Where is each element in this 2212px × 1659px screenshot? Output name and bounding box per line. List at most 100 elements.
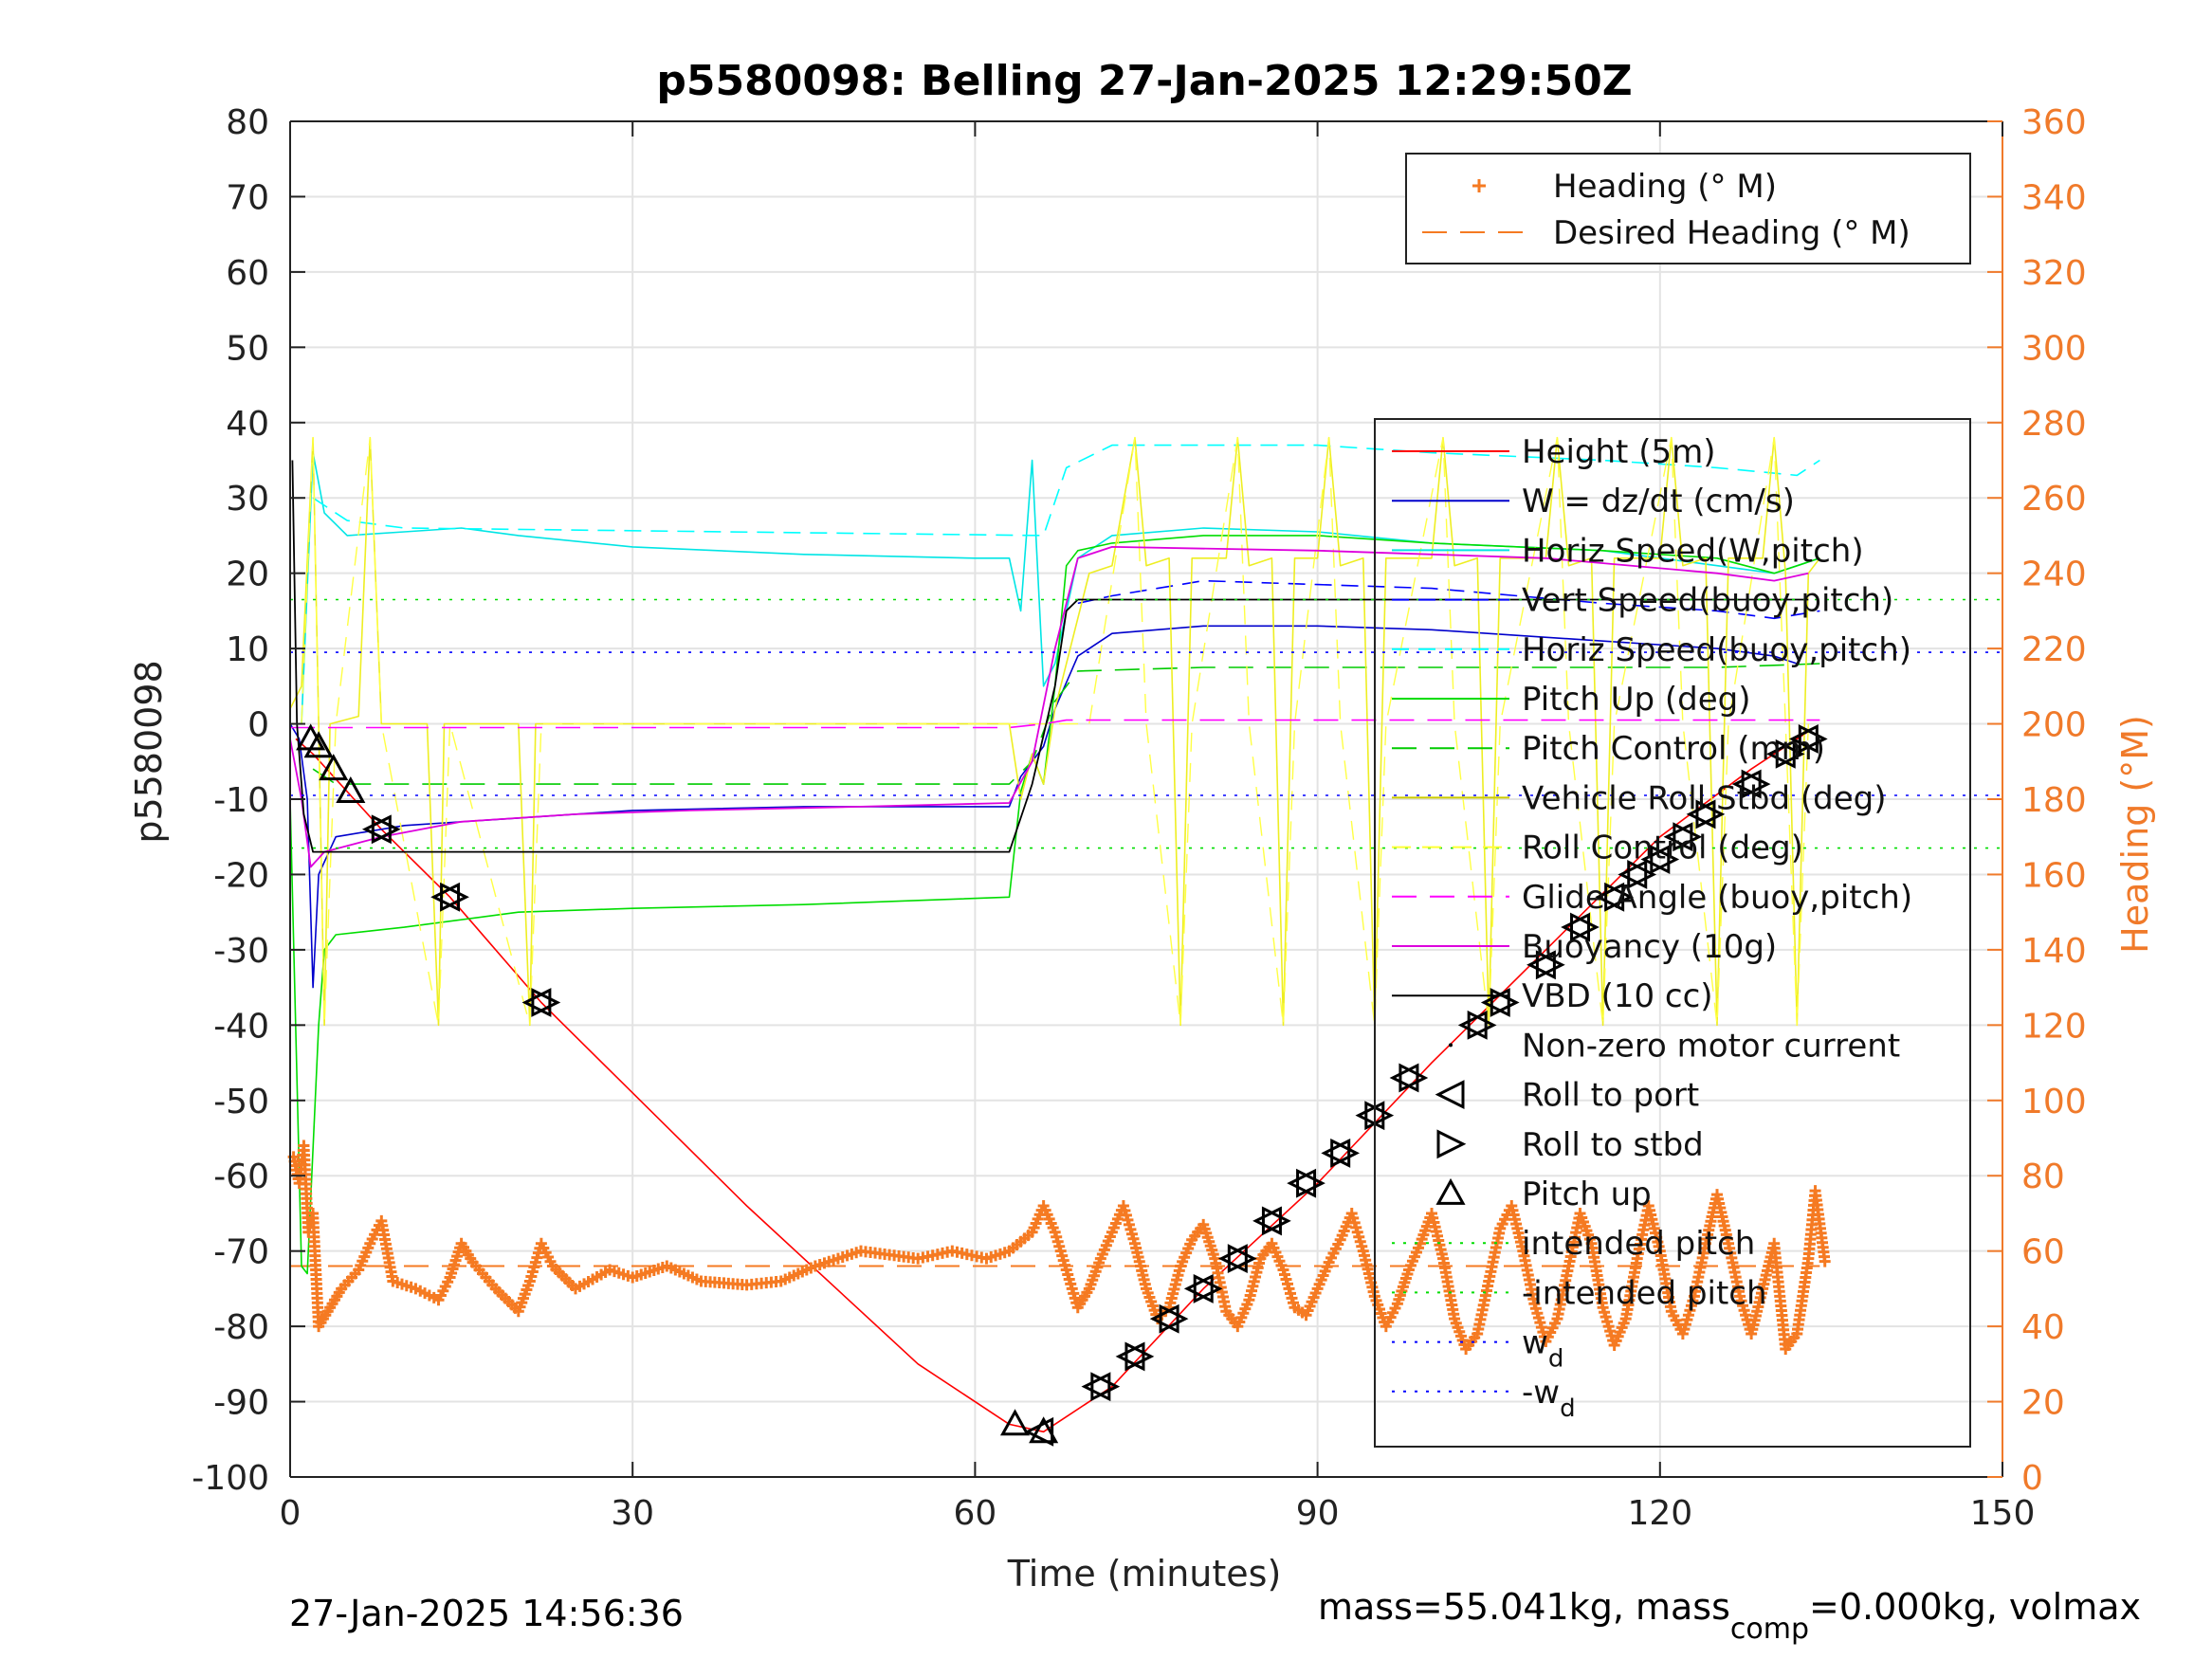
series-heading: [287, 1139, 1831, 1355]
marker-roll-port: [361, 814, 392, 845]
footer-mass-sub: comp: [1730, 1613, 1809, 1646]
y-tick-label-left: -90: [213, 1384, 269, 1423]
legend-heading: Heading (° M) Desired Heading (° M): [1405, 153, 1971, 264]
x-tick-label: 150: [1970, 1494, 2036, 1533]
legend-label-text: Pitch Control (mm): [1522, 730, 1825, 768]
marker-roll-stbd: [440, 882, 469, 912]
marker-roll-port: [1321, 1138, 1351, 1168]
marker-roll-stbd: [1159, 1304, 1189, 1334]
footer-timestamp: 27-Jan-2025 14:56:36: [289, 1593, 684, 1634]
marker-roll-port: [1389, 1063, 1419, 1093]
legend-label-text: Buoyancy (10g): [1522, 928, 1777, 966]
marker-roll-stbd: [1627, 860, 1657, 889]
legend-main-label: Roll to port: [1522, 1077, 1699, 1115]
series-glide: [290, 719, 1820, 729]
marker-roll-stbd: [1604, 882, 1634, 912]
y-tick-label-left: -30: [213, 932, 269, 971]
y-tick-label-right: 120: [2021, 1007, 2087, 1046]
marker-pitch-up: [999, 1409, 1031, 1436]
marker-roll-port: [430, 882, 461, 912]
legend-label-text: Glide Angle (buoy,pitch): [1522, 879, 1912, 917]
y-tick-label-right: 300: [2021, 329, 2087, 368]
series-w: [289, 625, 1798, 989]
y-tick-label-left: 40: [226, 405, 269, 444]
marker-roll-stbd: [1798, 724, 1828, 754]
legend-main-label: VBD (10 cc): [1522, 977, 1713, 1015]
legend-heading-box: [1405, 153, 1971, 264]
legend-label-text: Height (5m): [1522, 433, 1715, 471]
legend-main-label: Glide Angle (buoy,pitch): [1522, 879, 1912, 917]
marker-roll-stbd: [1695, 799, 1726, 830]
series-pitch_control: [312, 663, 1820, 785]
marker-roll-stbd: [1673, 822, 1703, 852]
marker-roll-stbd: [1570, 912, 1600, 942]
marker-roll-stbd: [1227, 1244, 1257, 1274]
marker-pitch-up: [303, 731, 334, 758]
legend-main-label: intended pitch: [1522, 1225, 1755, 1263]
y-tick-label-left: 30: [226, 480, 269, 519]
legend-main-box: [1374, 418, 1971, 1448]
legend-main-label: Vehicle Roll Stbd (deg): [1522, 779, 1887, 817]
marker-roll-port: [521, 988, 552, 1017]
y-tick-label-right: 20: [2021, 1384, 2065, 1423]
marker-roll-stbd: [1467, 1010, 1497, 1040]
y-tick-label-left: 70: [226, 178, 269, 217]
legend-main-label: Roll Control (deg): [1522, 830, 1803, 867]
legend-label-text: Non-zero motor current: [1522, 1027, 1900, 1065]
y-tick-label-left: 0: [247, 706, 269, 745]
marker-roll-port: [1595, 882, 1625, 912]
marker-roll-port: [1115, 1341, 1145, 1372]
axes: 0 30 60 90 120 150-100-90-80-70-60-50-40-30-2…: [192, 103, 2086, 1533]
marker-roll-port: [1618, 860, 1648, 889]
legend-label-text: Horiz Speed(buoy,pitch): [1522, 631, 1911, 669]
marker-roll-stbd: [531, 988, 561, 1017]
y-tick-label-right: 320: [2021, 254, 2087, 293]
legend-main-label: Horiz Speed(buoy,pitch): [1522, 631, 1911, 669]
legend-main-label: -intended pitch: [1522, 1274, 1767, 1312]
legend-label-text: Roll to stbd: [1522, 1126, 1704, 1164]
series-height: [295, 730, 1809, 1433]
y-tick-label-right: 340: [2021, 178, 2087, 217]
legend-main: Height (5m) W = dz/dt (cm/s) Horiz Speed(W…: [1374, 418, 1971, 1448]
y-tick-label-right: 40: [2021, 1308, 2065, 1347]
legend-main-label: Vert Speed(buoy,pitch): [1522, 582, 1893, 620]
marker-roll-stbd: [1535, 950, 1565, 980]
y-tick-label-right: 140: [2021, 932, 2087, 971]
series-vert_buoy: [1077, 579, 1820, 620]
marker-roll-stbd: [371, 814, 401, 845]
legend-main-label: Non-zero motor current: [1522, 1027, 1900, 1065]
y-axis-left-label: p5580098: [128, 660, 170, 843]
marker-roll-stbd: [1261, 1206, 1291, 1236]
marker-roll-stbd: [1193, 1273, 1223, 1304]
marker-roll-port: [1765, 738, 1796, 769]
marker-layer: [296, 723, 1828, 1447]
y-tick-label-left: -70: [213, 1233, 269, 1272]
legend-label-text: intended pitch: [1522, 1225, 1755, 1263]
marker-roll-port: [1081, 1372, 1111, 1402]
chart-title: p5580098: Belling 27-Jan-2025 12:29:50Z: [656, 57, 1632, 105]
legend-label-text: Pitch up: [1522, 1176, 1652, 1213]
legend-main-label: -wd: [1522, 1374, 1576, 1423]
y-axis-right-label: Heading (°M): [2114, 715, 2156, 954]
legend-label-text: w: [1522, 1324, 1548, 1362]
legend-main-label: Pitch Control (mm): [1522, 730, 1825, 768]
y-tick-label-right: 280: [2021, 405, 2087, 444]
legend-main-label: Pitch up: [1522, 1176, 1652, 1213]
legend-main-label: Roll to stbd: [1522, 1126, 1704, 1164]
marker-roll-port: [1788, 724, 1819, 754]
series-vbd: [291, 460, 1809, 853]
marker-roll-stbd: [1650, 845, 1680, 874]
y-tick-label-left: -20: [213, 856, 269, 895]
series-roll_control: [301, 437, 1809, 1026]
marker-roll-port: [1663, 822, 1693, 852]
legend-main-label: Horiz Speed(W,pitch): [1522, 532, 1864, 570]
x-tick-label: 30: [611, 1494, 654, 1533]
legend-sample-motor: [1449, 1043, 1453, 1048]
y-tick-label-left: 20: [226, 556, 269, 594]
x-tick-label: 120: [1627, 1494, 1692, 1533]
legend-sample-roll-stbd: [1436, 1129, 1467, 1159]
legend-label-text: W = dz/dt (cm/s): [1522, 483, 1795, 520]
series-horiz_buoy: [312, 444, 1820, 537]
footer-mass-rest: =0.000kg, volmax: [1809, 1586, 2141, 1628]
